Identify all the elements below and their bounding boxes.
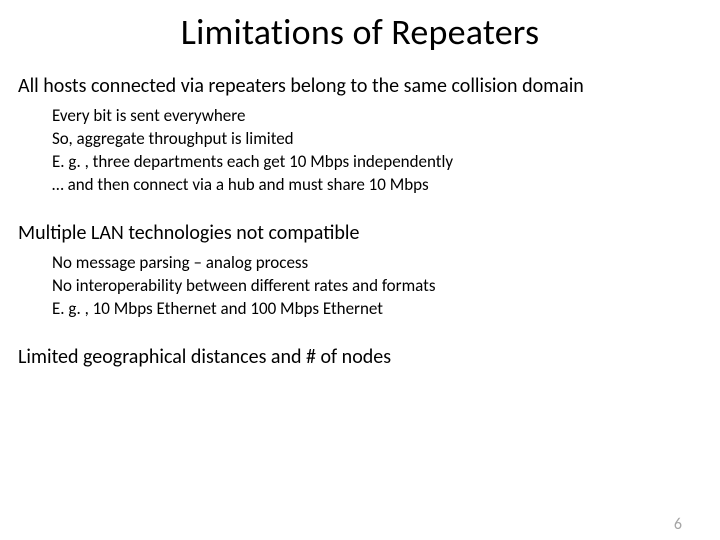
slide-title: Limitations of Repeaters — [0, 10, 720, 54]
sub-point: Every bit is sent everywhere — [52, 105, 680, 128]
main-point-1: Multiple LAN technologies not compatible — [18, 221, 702, 246]
sub-point: … and then connect via a hub and must sh… — [52, 174, 680, 197]
slide: Limitations of Repeaters All hosts conne… — [0, 10, 720, 540]
sub-point: E. g. , 10 Mbps Ethernet and 100 Mbps Et… — [52, 298, 680, 321]
main-point-2: Limited geographical distances and # of … — [18, 345, 702, 370]
sub-point: E. g. , three departments each get 10 Mb… — [52, 151, 680, 174]
sub-point: So, aggregate throughput is limited — [52, 128, 680, 151]
sub-points-0: Every bit is sent everywhere So, aggrega… — [52, 105, 680, 197]
sub-point: No interoperability between different ra… — [52, 275, 680, 298]
page-number: 6 — [674, 515, 682, 534]
sub-point: No message parsing – analog process — [52, 252, 680, 275]
main-point-0: All hosts connected via repeaters belong… — [18, 74, 702, 99]
sub-points-1: No message parsing – analog process No i… — [52, 252, 680, 321]
